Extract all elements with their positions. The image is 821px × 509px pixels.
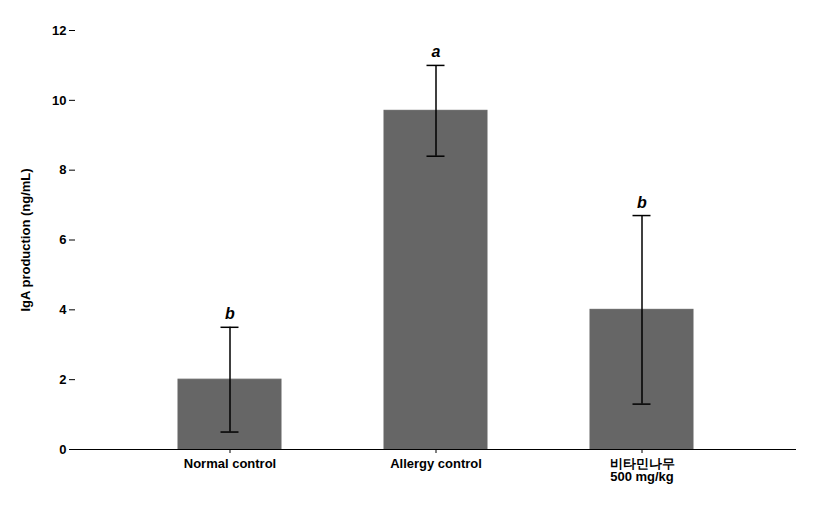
svg-text:2: 2: [59, 372, 66, 387]
svg-text:IgA production (ng/mL): IgA production (ng/mL): [18, 168, 33, 311]
svg-text:비타민나무500 mg/kg: 비타민나무500 mg/kg: [610, 456, 675, 484]
svg-text:6: 6: [59, 232, 66, 247]
svg-text:12: 12: [52, 23, 66, 38]
svg-text:8: 8: [59, 162, 66, 177]
svg-text:b: b: [225, 305, 235, 322]
svg-text:Normal control: Normal control: [184, 456, 276, 471]
svg-text:a: a: [432, 43, 441, 60]
svg-text:Allergy control: Allergy control: [390, 456, 482, 471]
svg-text:b: b: [637, 194, 647, 211]
svg-text:10: 10: [52, 92, 66, 107]
svg-text:4: 4: [59, 302, 67, 317]
svg-text:0: 0: [59, 442, 66, 457]
